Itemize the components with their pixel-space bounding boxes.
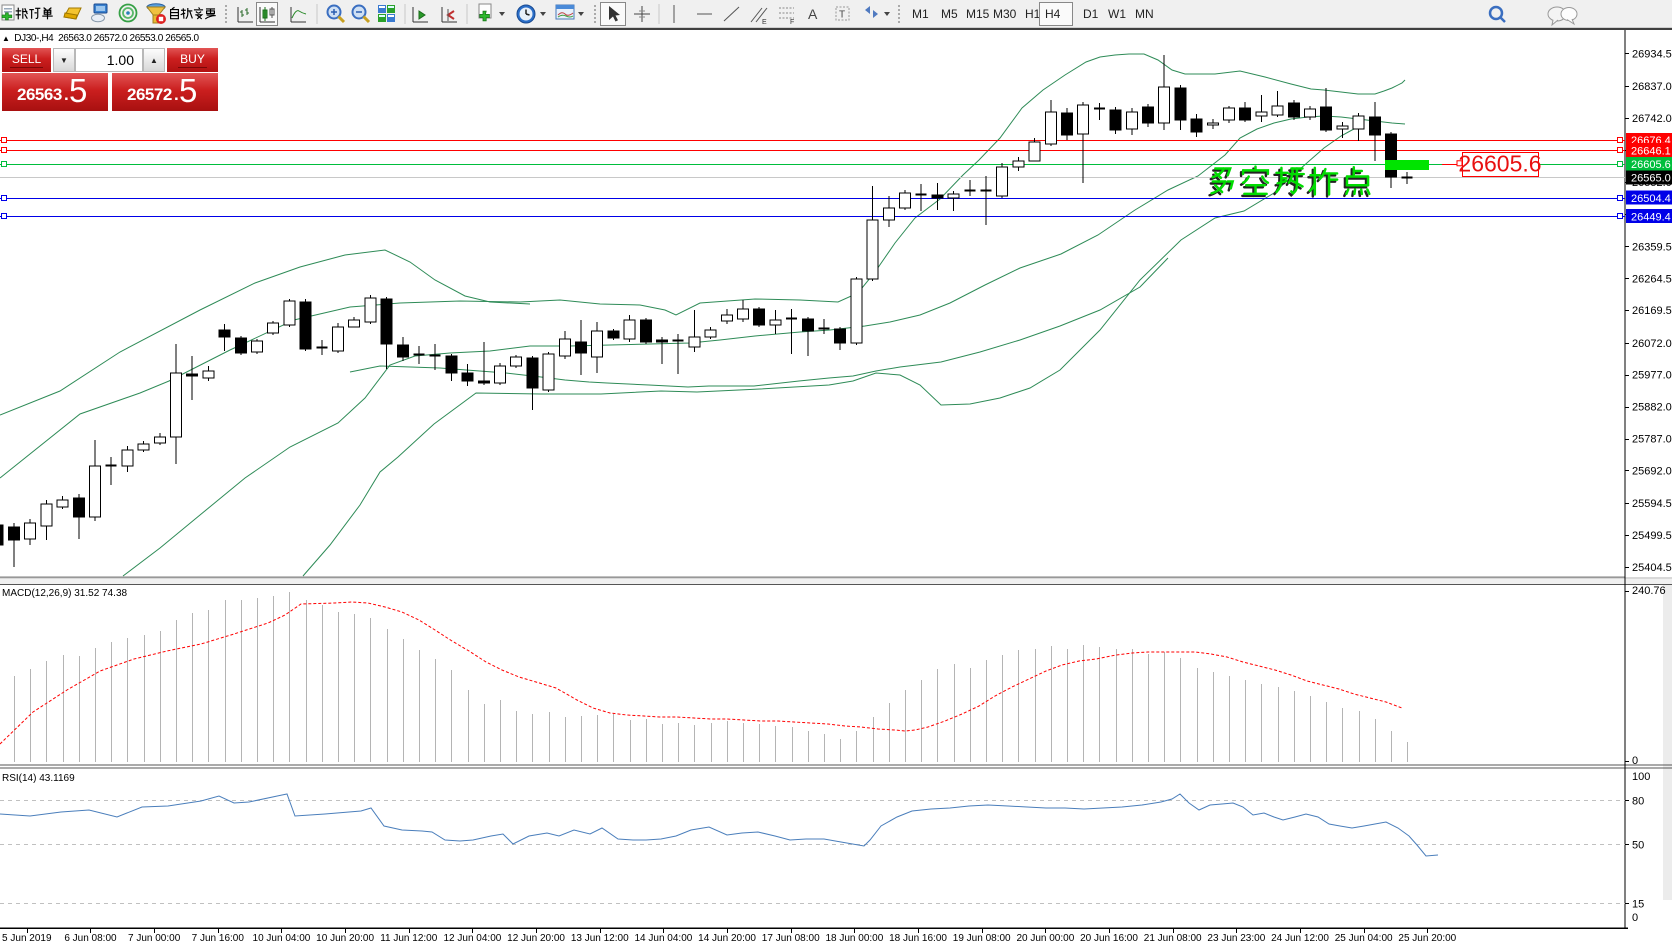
svg-text:26934.5: 26934.5 (1632, 48, 1672, 60)
svg-text:0: 0 (1632, 912, 1638, 924)
svg-text:50: 50 (1632, 840, 1644, 852)
svg-text:10 Jun 04:00: 10 Jun 04:00 (253, 933, 311, 944)
svg-text:M30: M30 (993, 7, 1017, 21)
svg-text:15: 15 (1632, 899, 1644, 911)
svg-text:25 Jun 20:00: 25 Jun 20:00 (1398, 933, 1456, 944)
svg-text:RSI(14) 43.1169: RSI(14) 43.1169 (2, 773, 75, 784)
svg-text:MN: MN (1135, 7, 1154, 21)
svg-text:26072.0: 26072.0 (1632, 338, 1672, 350)
svg-text:18 Jun 16:00: 18 Jun 16:00 (889, 933, 947, 944)
svg-text:T: T (839, 10, 845, 21)
svg-text:11 Jun 12:00: 11 Jun 12:00 (380, 933, 438, 944)
svg-text:18 Jun 00:00: 18 Jun 00:00 (825, 933, 883, 944)
svg-text:100: 100 (1632, 771, 1650, 783)
svg-text:7 Jun 16:00: 7 Jun 16:00 (192, 933, 245, 944)
svg-text:26449.4: 26449.4 (1631, 211, 1671, 223)
svg-text:25882.0: 25882.0 (1632, 402, 1672, 414)
svg-text:240.76: 240.76 (1632, 585, 1666, 597)
svg-text:6 Jun 08:00: 6 Jun 08:00 (64, 933, 117, 944)
svg-text:7 Jun 00:00: 7 Jun 00:00 (128, 933, 181, 944)
svg-text:26837.0: 26837.0 (1632, 81, 1672, 93)
svg-text:25404.5: 25404.5 (1632, 562, 1672, 574)
svg-text:26264.5: 26264.5 (1632, 273, 1672, 285)
svg-text:26605.6: 26605.6 (1631, 159, 1671, 171)
svg-text:80: 80 (1632, 796, 1644, 808)
svg-text:26565.0: 26565.0 (1631, 173, 1671, 185)
svg-text:W1: W1 (1108, 7, 1126, 21)
svg-text:25594.5: 25594.5 (1632, 498, 1672, 510)
svg-text:26742.0: 26742.0 (1632, 113, 1672, 125)
svg-text:25977.0: 25977.0 (1632, 370, 1672, 382)
svg-text:25787.0: 25787.0 (1632, 434, 1672, 446)
svg-text:14 Jun 20:00: 14 Jun 20:00 (698, 933, 756, 944)
svg-text:21 Jun 08:00: 21 Jun 08:00 (1144, 933, 1202, 944)
svg-text:26504.4: 26504.4 (1631, 193, 1671, 205)
svg-text:F: F (790, 19, 794, 26)
svg-text:26646.1: 26646.1 (1631, 145, 1671, 157)
svg-text:14 Jun 04:00: 14 Jun 04:00 (634, 933, 692, 944)
svg-text:24 Jun 12:00: 24 Jun 12:00 (1271, 933, 1329, 944)
svg-text:A: A (808, 6, 818, 22)
svg-text:E: E (762, 19, 767, 26)
svg-text:13 Jun 12:00: 13 Jun 12:00 (571, 933, 629, 944)
svg-text:20 Jun 00:00: 20 Jun 00:00 (1016, 933, 1074, 944)
svg-text:12 Jun 04:00: 12 Jun 04:00 (444, 933, 502, 944)
svg-text:12 Jun 20:00: 12 Jun 20:00 (507, 933, 565, 944)
svg-text:10 Jun 20:00: 10 Jun 20:00 (316, 933, 374, 944)
svg-text:5 Jun 2019: 5 Jun 2019 (2, 933, 52, 944)
svg-text:0: 0 (1632, 755, 1638, 767)
svg-text:H1: H1 (1025, 7, 1041, 21)
svg-text:23 Jun 23:00: 23 Jun 23:00 (1207, 933, 1265, 944)
svg-text:M1: M1 (912, 7, 929, 21)
svg-text:M15: M15 (966, 7, 990, 21)
svg-text:M5: M5 (941, 7, 958, 21)
svg-text:25 Jun 04:00: 25 Jun 04:00 (1335, 933, 1393, 944)
svg-text:17 Jun 08:00: 17 Jun 08:00 (762, 933, 820, 944)
svg-text:25499.5: 25499.5 (1632, 530, 1672, 542)
svg-text:20 Jun 16:00: 20 Jun 16:00 (1080, 933, 1138, 944)
svg-text:26169.5: 26169.5 (1632, 305, 1672, 317)
svg-text:25692.0: 25692.0 (1632, 465, 1672, 477)
svg-text:26359.5: 26359.5 (1632, 241, 1672, 253)
svg-text:26605.6: 26605.6 (1458, 151, 1541, 177)
svg-text:MACD(12,26,9) 31.52 74.38: MACD(12,26,9) 31.52 74.38 (2, 588, 128, 599)
svg-text:H4: H4 (1045, 7, 1061, 21)
svg-text:19 Jun 08:00: 19 Jun 08:00 (953, 933, 1011, 944)
svg-text:D1: D1 (1083, 7, 1099, 21)
